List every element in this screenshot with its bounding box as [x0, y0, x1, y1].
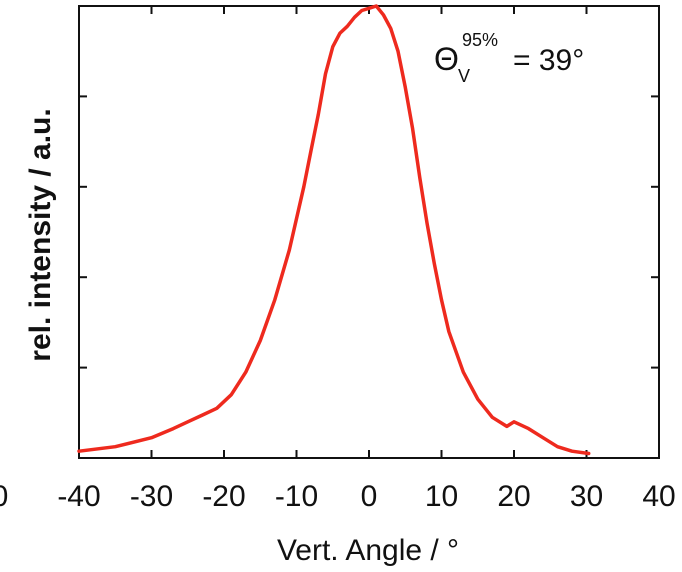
tick-marks [78, 5, 660, 458]
x-tick-label: 20 [497, 480, 530, 513]
x-tick-label-clipped: 0 [0, 480, 8, 513]
x-tick-label: -40 [57, 480, 100, 513]
x-tick-labels: -40 -30 -20 -10 0 10 20 30 40 [57, 480, 675, 513]
x-tick-label: -30 [130, 480, 173, 513]
x-tick-label: -10 [275, 480, 318, 513]
x-tick-label: 0 [361, 480, 378, 513]
intensity-curve [77, 4, 591, 456]
annotation-subscript: V [458, 66, 470, 86]
series-layer [77, 4, 591, 456]
annotation-superscript: 95% [462, 30, 498, 50]
x-tick-label: -20 [202, 480, 245, 513]
annotation-text: = 39° [513, 44, 584, 77]
y-axis-label: rel. intensity / a.u. [24, 108, 57, 361]
annotation-theta-v: Θ V 95% = 39° [434, 30, 584, 86]
annotation-theta-symbol: Θ [434, 41, 459, 77]
x-tick-label: 40 [642, 480, 675, 513]
x-tick-label: 10 [425, 480, 458, 513]
x-axis-label: Vert. Angle / ° [277, 534, 459, 567]
x-tick-label: 30 [570, 480, 603, 513]
